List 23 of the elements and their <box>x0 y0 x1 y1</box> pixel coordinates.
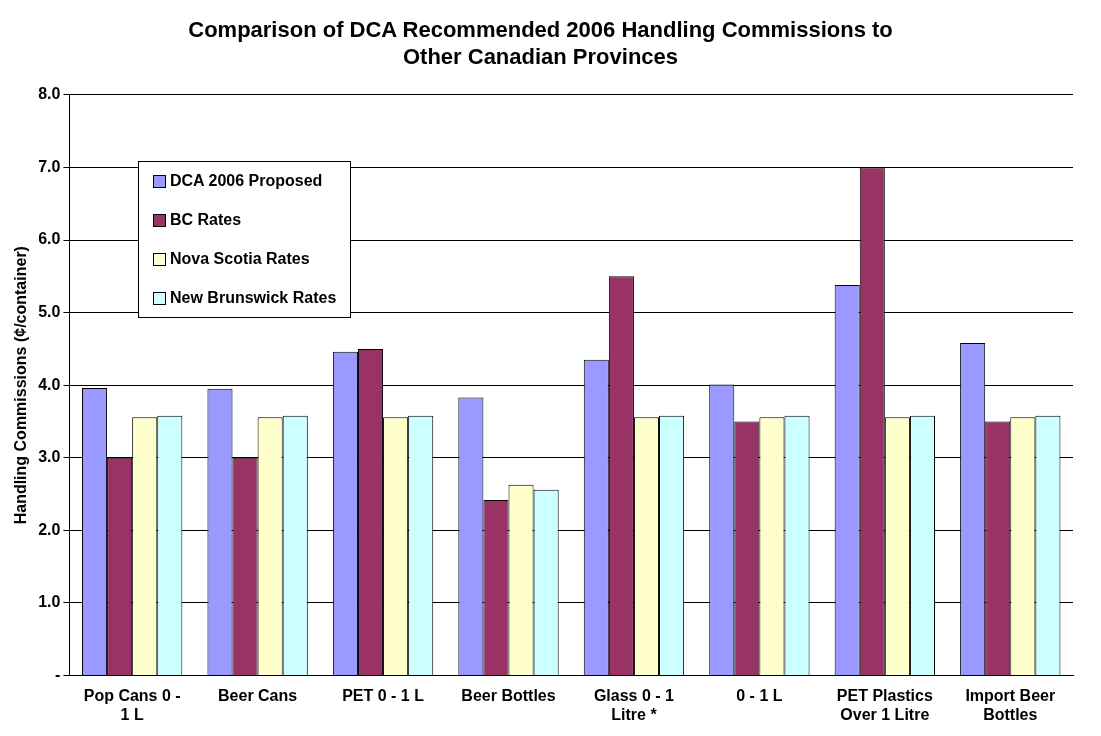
legend-label: DCA 2006 Proposed <box>170 172 323 190</box>
x-tick-label: Beer Cans <box>218 686 298 704</box>
x-tick-label: PET Plastics Over 1 Litre <box>836 686 933 723</box>
y-tick-label: 1.0 <box>38 593 61 611</box>
chart-title: Comparison of DCA Recommended 2006 Handling Commissions to Other Canadian Provinces <box>188 17 893 69</box>
x-tick-label: Beer Bottles <box>461 686 556 704</box>
x-tick-label: Pop Cans 0 - 1 L <box>83 686 181 723</box>
x-tick-label: Import Beer Bottles <box>965 686 1056 723</box>
x-tick-label: PET 0 - 1 L <box>342 686 425 704</box>
legend-label: Nova Scotia Rates <box>170 250 310 268</box>
y-tick-label: 4.0 <box>38 375 61 393</box>
y-tick-label: 2.0 <box>38 520 61 538</box>
legend-label: BC Rates <box>170 211 242 229</box>
y-tick-label: 6.0 <box>38 230 61 248</box>
y-axis-title: Handling Commissions (¢/container) <box>12 246 30 525</box>
legend-label: New Brunswick Rates <box>170 289 337 307</box>
y-tick-label: 7.0 <box>38 157 61 175</box>
x-tick-label: 0 - 1 L <box>736 686 783 704</box>
y-tick-label: 5.0 <box>38 303 61 321</box>
y-tick-label: 8.0 <box>38 85 61 103</box>
x-tick-label: Glass 0 - 1 Litre * <box>593 686 675 723</box>
y-tick-label: 3.0 <box>38 448 61 466</box>
y-tick-label: - <box>55 666 61 684</box>
